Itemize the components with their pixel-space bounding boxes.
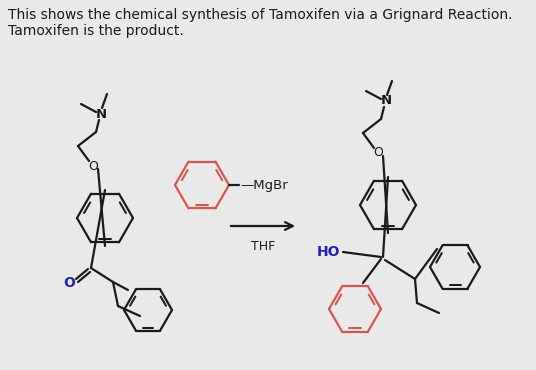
Text: HO: HO [316, 245, 340, 259]
Text: This shows the chemical synthesis of Tamoxifen via a Grignard Reaction.: This shows the chemical synthesis of Tam… [8, 8, 512, 22]
Text: O: O [373, 147, 383, 159]
Text: N: N [381, 94, 392, 108]
Text: N: N [95, 108, 107, 121]
Text: Tamoxifen is the product.: Tamoxifen is the product. [8, 24, 184, 38]
Text: O: O [63, 276, 75, 290]
Text: THF: THF [251, 240, 275, 253]
Text: —MgBr: —MgBr [240, 179, 288, 192]
Text: O: O [88, 159, 98, 172]
